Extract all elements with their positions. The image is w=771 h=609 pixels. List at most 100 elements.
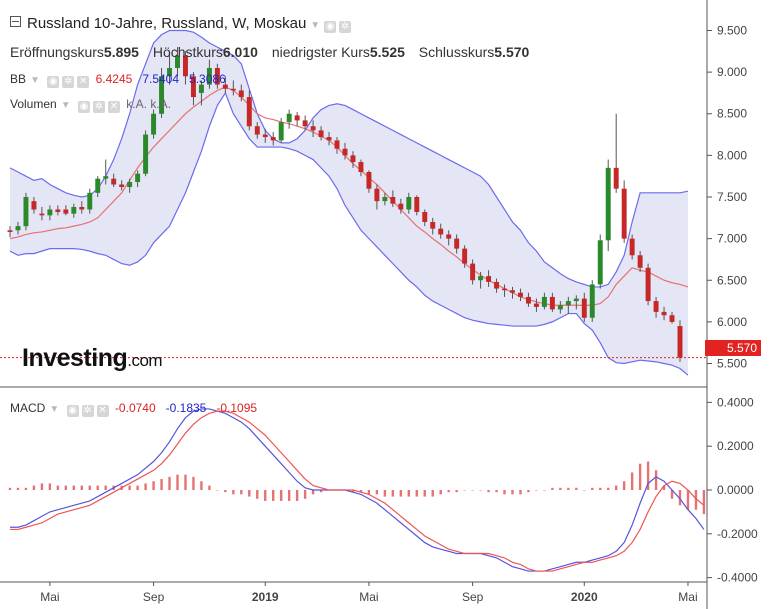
chevron-down-icon[interactable]: ▼ — [30, 75, 40, 86]
candle-body — [462, 248, 468, 264]
eye-icon[interactable]: ◉ — [324, 21, 337, 33]
candle-body — [645, 267, 651, 302]
candle-body — [406, 197, 412, 210]
last-price-tag: 5.570 — [705, 340, 761, 356]
bb-middle-line — [9, 86, 689, 306]
macd-histogram-bar — [72, 485, 76, 490]
macd-histogram-bar — [8, 487, 12, 490]
y-tick-label: 6.000 — [717, 315, 747, 329]
candle-body — [143, 134, 149, 174]
macd-histogram-bar — [144, 483, 147, 490]
macd-histogram-bar — [670, 490, 674, 499]
close-icon[interactable]: ✕ — [107, 101, 120, 113]
bb-lower-value: 5.3086 — [189, 72, 226, 86]
macd-histogram-bar — [487, 490, 490, 493]
candle-body — [621, 188, 627, 239]
logo-main-text: Investing — [22, 344, 128, 372]
macd-histogram-bar — [463, 490, 466, 491]
candle-body — [494, 281, 500, 289]
candle-body — [79, 206, 85, 210]
candle-body — [414, 197, 420, 212]
chart-title-row: Russland 10-Jahre, Russland, W, Moskau ▼ ◉… — [10, 15, 354, 33]
macd-histogram-bar — [439, 490, 442, 495]
macd-histogram-bar — [495, 490, 498, 493]
candle-body — [167, 67, 172, 77]
candle-body — [661, 311, 667, 316]
candle-body — [15, 226, 21, 231]
macd-histogram-bar — [32, 485, 36, 490]
macd-histogram-bar — [455, 490, 458, 493]
macd-y-tick-label: 0.0000 — [717, 483, 754, 497]
candle-body — [127, 182, 133, 188]
close-value: 5.570 — [494, 44, 530, 60]
candle-body — [87, 192, 93, 210]
macd-histogram-bar — [40, 483, 44, 490]
macd-histogram-bar — [136, 485, 139, 490]
candle-body — [366, 172, 372, 189]
close-icon[interactable]: ✕ — [77, 76, 90, 88]
macd-histogram-bar — [559, 487, 562, 490]
candle-body — [310, 126, 316, 131]
macd-histogram-bar — [64, 485, 68, 490]
candle-body — [71, 206, 77, 214]
macd-indicator-row: MACD ▼ ◉ ✲ ✕ -0.0740 -0.1835 -0.1095 — [10, 401, 257, 417]
gear-icon[interactable]: ✲ — [81, 405, 94, 417]
low-value: 5.525 — [369, 44, 405, 60]
macd-histogram-bar — [511, 490, 514, 495]
macd-histogram-bar — [607, 487, 610, 490]
candle-body — [214, 67, 220, 85]
gear-icon[interactable]: ✲ — [92, 101, 105, 113]
candle-body — [486, 276, 492, 282]
chevron-down-icon[interactable]: ▼ — [60, 100, 71, 111]
macd-histogram-bar — [479, 490, 482, 491]
bb-upper-line — [9, 29, 689, 288]
macd-histogram-bar — [375, 490, 379, 495]
macd-histogram-bar — [248, 490, 251, 497]
macd-histogram-bar — [630, 472, 634, 490]
y-tick-label: 9.500 — [717, 23, 747, 37]
x-tick-label: Sep — [462, 590, 484, 604]
gear-icon[interactable]: ✲ — [339, 21, 352, 33]
volume-na-2: k.A. — [150, 97, 171, 111]
macd-histogram-bar — [56, 485, 60, 490]
macd-histogram-bar — [583, 490, 586, 491]
chevron-down-icon[interactable]: ▼ — [49, 404, 60, 415]
candle-body — [198, 84, 204, 93]
eye-icon[interactable]: ◉ — [77, 101, 90, 113]
close-icon[interactable]: ✕ — [96, 405, 109, 417]
eye-icon[interactable]: ◉ — [66, 405, 79, 417]
macd-histogram-bar — [319, 490, 323, 493]
macd-y-tick-label: -0.4000 — [717, 571, 758, 585]
macd-histogram-bar — [224, 490, 227, 493]
candle-body — [557, 305, 563, 310]
candle-body — [533, 303, 539, 307]
macd-histogram-bar — [80, 485, 83, 490]
macd-y-tick-label: 0.4000 — [717, 395, 754, 409]
investing-logo: Investing.com — [22, 344, 163, 373]
candle-body — [262, 134, 268, 138]
candle-body — [254, 126, 260, 135]
candle-body — [629, 238, 635, 256]
candle-body — [159, 76, 165, 114]
candle-body — [7, 230, 13, 232]
macd-value-3: -0.1095 — [216, 401, 258, 415]
macd-y-tick-label: -0.2000 — [717, 527, 758, 541]
bb-label: BB — [10, 72, 27, 86]
open-value: 5.895 — [103, 44, 139, 60]
bb-band-fill — [10, 30, 688, 376]
macd-histogram-bar — [88, 485, 91, 490]
collapse-icon[interactable] — [10, 16, 21, 27]
x-tick-label: 2019 — [252, 590, 279, 604]
x-tick-label: 2020 — [571, 590, 598, 604]
candle-body — [47, 209, 53, 216]
candle-body — [454, 238, 460, 249]
candle-body — [613, 167, 619, 189]
candle-body — [31, 201, 37, 210]
candle-body — [238, 90, 244, 98]
candle-body — [286, 113, 292, 123]
eye-icon[interactable]: ◉ — [47, 76, 60, 88]
macd-histogram-bar — [184, 474, 187, 490]
gear-icon[interactable]: ✲ — [62, 76, 75, 88]
chevron-down-icon[interactable]: ▼ — [310, 20, 321, 31]
macd-histogram-bar — [678, 490, 682, 506]
